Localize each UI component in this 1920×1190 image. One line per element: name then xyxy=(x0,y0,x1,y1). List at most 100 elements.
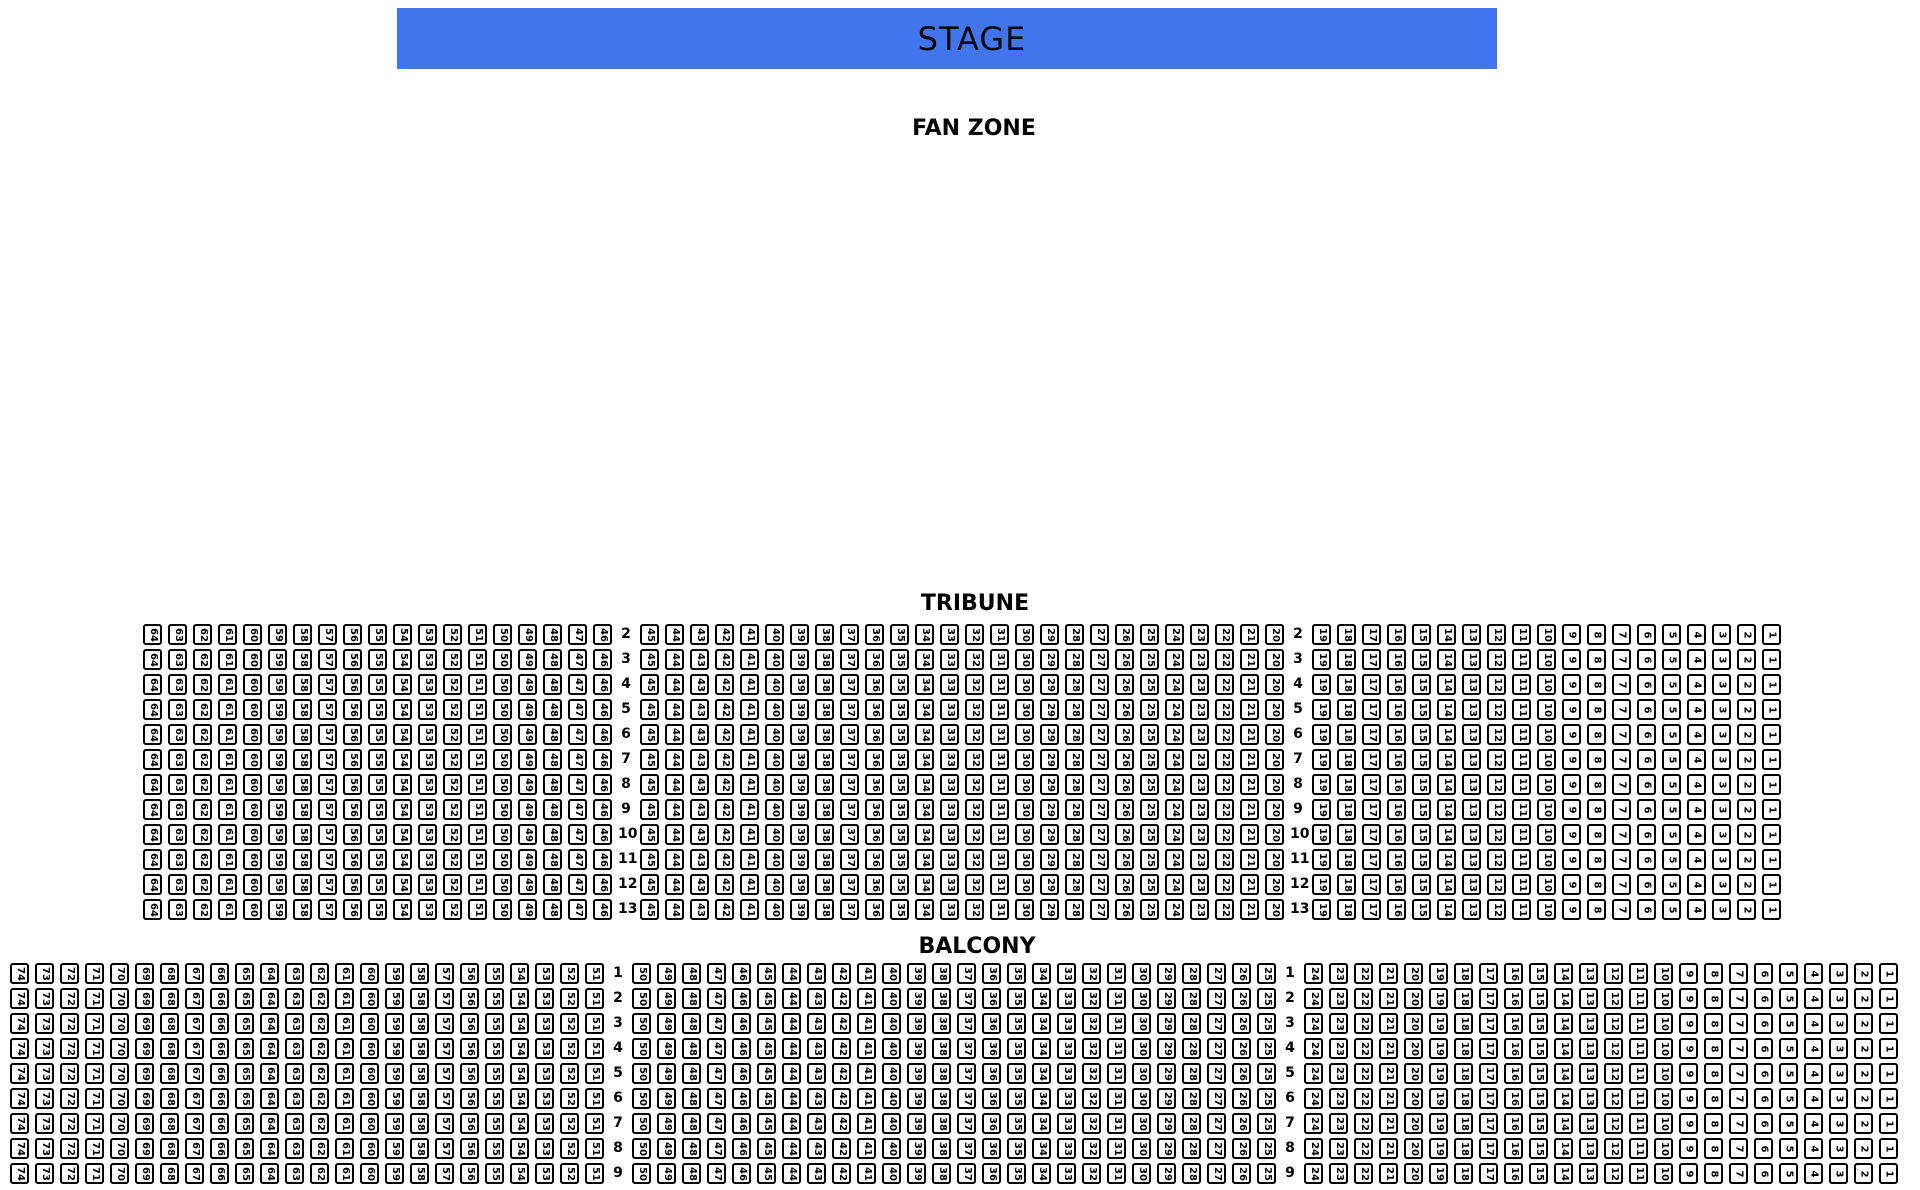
seat[interactable]: 6 xyxy=(1637,724,1656,745)
seat[interactable]: 72 xyxy=(60,1163,79,1184)
seat[interactable]: 12 xyxy=(1487,899,1506,920)
seat[interactable]: 47 xyxy=(568,849,587,870)
seat[interactable]: 63 xyxy=(285,1038,304,1059)
seat[interactable]: 9 xyxy=(1562,624,1581,645)
seat[interactable]: 34 xyxy=(1032,988,1051,1009)
seat[interactable]: 43 xyxy=(807,1138,826,1159)
seat[interactable]: 31 xyxy=(1107,1163,1126,1184)
seat[interactable]: 12 xyxy=(1604,1163,1623,1184)
seat[interactable]: 54 xyxy=(393,649,412,670)
seat[interactable]: 1 xyxy=(1762,749,1781,770)
seat[interactable]: 55 xyxy=(485,1063,504,1084)
seat[interactable]: 19 xyxy=(1312,649,1331,670)
seat[interactable]: 62 xyxy=(193,649,212,670)
seat[interactable]: 30 xyxy=(1132,1088,1151,1109)
seat[interactable]: 59 xyxy=(268,699,287,720)
seat[interactable]: 44 xyxy=(782,1113,801,1134)
seat[interactable]: 5 xyxy=(1779,988,1798,1009)
seat[interactable]: 66 xyxy=(210,1138,229,1159)
seat[interactable]: 9 xyxy=(1679,1013,1698,1034)
seat[interactable]: 58 xyxy=(410,1063,429,1084)
seat[interactable]: 47 xyxy=(568,699,587,720)
seat[interactable]: 27 xyxy=(1207,988,1226,1009)
seat[interactable]: 54 xyxy=(393,699,412,720)
seat[interactable]: 18 xyxy=(1337,799,1356,820)
seat[interactable]: 23 xyxy=(1329,1113,1348,1134)
seat[interactable]: 15 xyxy=(1412,724,1431,745)
seat[interactable]: 24 xyxy=(1304,1088,1323,1109)
seat[interactable]: 5 xyxy=(1779,1063,1798,1084)
seat[interactable]: 40 xyxy=(882,1138,901,1159)
seat[interactable]: 2 xyxy=(1737,699,1756,720)
seat[interactable]: 22 xyxy=(1354,1113,1373,1134)
seat[interactable]: 41 xyxy=(740,774,759,795)
seat[interactable]: 47 xyxy=(568,624,587,645)
seat[interactable]: 28 xyxy=(1065,624,1084,645)
seat[interactable]: 51 xyxy=(468,749,487,770)
seat[interactable]: 58 xyxy=(293,674,312,695)
seat[interactable]: 4 xyxy=(1687,874,1706,895)
seat[interactable]: 21 xyxy=(1240,849,1259,870)
seat[interactable]: 21 xyxy=(1240,874,1259,895)
seat[interactable]: 21 xyxy=(1240,824,1259,845)
seat[interactable]: 3 xyxy=(1712,874,1731,895)
seat[interactable]: 37 xyxy=(840,749,859,770)
seat[interactable]: 23 xyxy=(1329,1138,1348,1159)
seat[interactable]: 23 xyxy=(1329,1063,1348,1084)
seat[interactable]: 32 xyxy=(965,899,984,920)
seat[interactable]: 51 xyxy=(468,874,487,895)
seat[interactable]: 17 xyxy=(1362,899,1381,920)
seat[interactable]: 24 xyxy=(1165,749,1184,770)
seat[interactable]: 42 xyxy=(715,824,734,845)
seat[interactable]: 32 xyxy=(1082,1113,1101,1134)
seat[interactable]: 41 xyxy=(857,1113,876,1134)
seat[interactable]: 45 xyxy=(640,749,659,770)
seat[interactable]: 1 xyxy=(1762,874,1781,895)
seat[interactable]: 21 xyxy=(1240,674,1259,695)
seat[interactable]: 5 xyxy=(1662,824,1681,845)
seat[interactable]: 58 xyxy=(293,799,312,820)
seat[interactable]: 51 xyxy=(468,674,487,695)
seat[interactable]: 41 xyxy=(857,963,876,984)
seat[interactable]: 42 xyxy=(715,849,734,870)
seat[interactable]: 48 xyxy=(543,724,562,745)
seat[interactable]: 8 xyxy=(1704,1038,1723,1059)
seat[interactable]: 24 xyxy=(1165,899,1184,920)
seat[interactable]: 14 xyxy=(1437,874,1456,895)
seat[interactable]: 66 xyxy=(210,1013,229,1034)
seat[interactable]: 9 xyxy=(1562,899,1581,920)
seat[interactable]: 32 xyxy=(965,874,984,895)
seat[interactable]: 53 xyxy=(418,724,437,745)
seat[interactable]: 42 xyxy=(832,963,851,984)
seat[interactable]: 62 xyxy=(193,749,212,770)
seat[interactable]: 37 xyxy=(957,1063,976,1084)
seat[interactable]: 61 xyxy=(218,799,237,820)
seat[interactable]: 64 xyxy=(260,1113,279,1134)
seat[interactable]: 11 xyxy=(1512,849,1531,870)
seat[interactable]: 55 xyxy=(368,874,387,895)
seat[interactable]: 44 xyxy=(782,988,801,1009)
seat[interactable]: 24 xyxy=(1304,1038,1323,1059)
seat[interactable]: 64 xyxy=(143,749,162,770)
seat[interactable]: 15 xyxy=(1412,874,1431,895)
seat[interactable]: 47 xyxy=(707,963,726,984)
seat[interactable]: 42 xyxy=(832,1138,851,1159)
seat[interactable]: 53 xyxy=(418,824,437,845)
seat[interactable]: 4 xyxy=(1687,799,1706,820)
seat[interactable]: 54 xyxy=(393,799,412,820)
seat[interactable]: 36 xyxy=(982,988,1001,1009)
seat[interactable]: 6 xyxy=(1637,674,1656,695)
seat[interactable]: 19 xyxy=(1429,1113,1448,1134)
seat[interactable]: 18 xyxy=(1454,1038,1473,1059)
seat[interactable]: 7 xyxy=(1612,899,1631,920)
seat[interactable]: 29 xyxy=(1040,799,1059,820)
seat[interactable]: 2 xyxy=(1737,724,1756,745)
seat[interactable]: 68 xyxy=(160,963,179,984)
seat[interactable]: 67 xyxy=(185,1063,204,1084)
seat[interactable]: 10 xyxy=(1654,1113,1673,1134)
seat[interactable]: 68 xyxy=(160,1088,179,1109)
seat[interactable]: 25 xyxy=(1140,824,1159,845)
seat[interactable]: 20 xyxy=(1404,1013,1423,1034)
seat[interactable]: 56 xyxy=(460,1063,479,1084)
seat[interactable]: 3 xyxy=(1712,899,1731,920)
